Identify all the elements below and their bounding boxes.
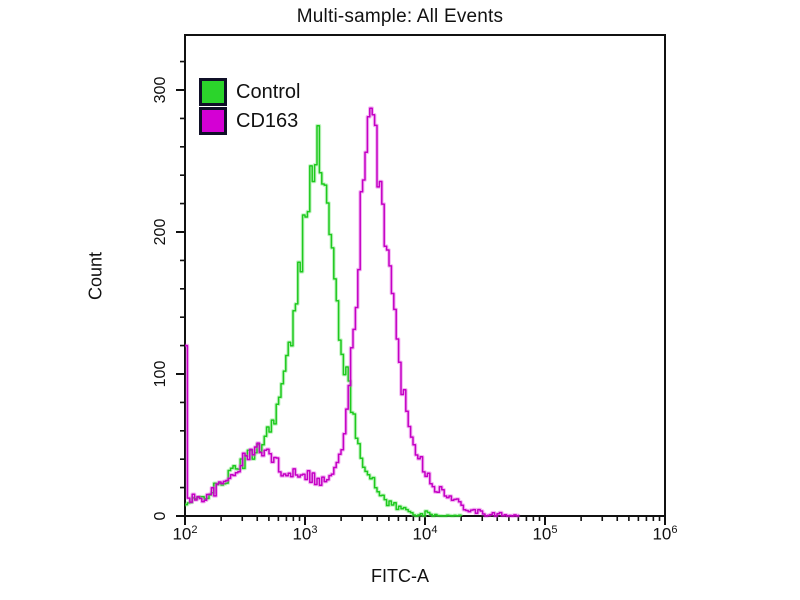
y-tick-label: 300 [152,76,169,104]
chart-title: Multi-sample: All Events [296,6,504,27]
legend-item: Control [199,77,301,106]
y-tick-label: 100 [152,360,169,388]
histogram-curves [185,106,521,518]
legend-swatch [199,77,227,106]
x-axis-label: FITC-A [371,566,429,586]
legend-label: CD163 [236,109,299,132]
legend-label: Control [236,80,301,103]
x-tick-label: 102 [172,524,198,544]
y-tick-label: 0 [152,511,169,521]
y-tick-label: 200 [152,218,169,246]
legend: Control CD163 [199,77,301,135]
axes-and-ticks [176,34,666,525]
legend-swatch [199,106,227,135]
x-tick-label: 104 [412,524,438,544]
x-tick-label: 106 [652,524,678,544]
x-tick-label: 105 [532,524,558,544]
legend-item: CD163 [199,106,300,135]
x-tick-label: 103 [292,524,318,544]
